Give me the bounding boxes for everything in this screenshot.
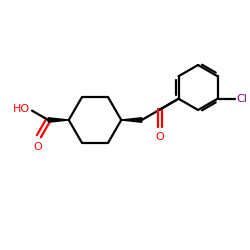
Polygon shape [48,118,69,122]
Text: O: O [156,132,164,142]
Text: O: O [33,142,42,152]
Text: HO: HO [13,104,30,115]
Text: Cl: Cl [236,94,247,104]
Polygon shape [121,118,142,122]
